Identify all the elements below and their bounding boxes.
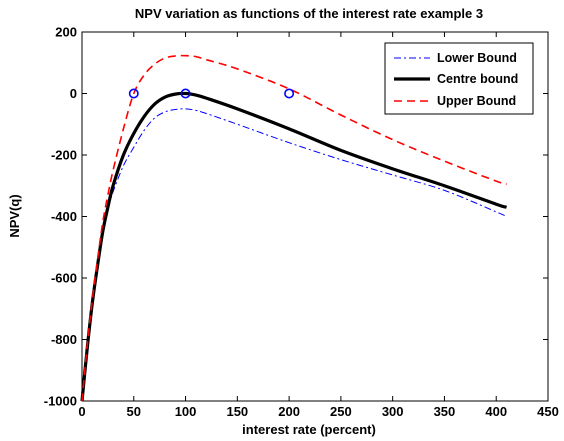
y-tick-label: -200 — [51, 148, 77, 163]
x-tick-label: 50 — [127, 404, 141, 419]
root-marker — [284, 88, 295, 99]
y-tick-label: -400 — [51, 209, 77, 224]
y-tick-label: -800 — [51, 332, 77, 347]
marker-layer — [128, 88, 295, 99]
legend-label-upper-bound: Upper Bound — [437, 94, 516, 108]
x-tick-label: 0 — [78, 404, 85, 419]
y-tick-label: 200 — [55, 25, 77, 40]
legend-label-lower-bound: Lower Bound — [437, 51, 517, 65]
x-tick-label: 250 — [330, 404, 352, 419]
series-layer — [80, 54, 508, 402]
y-tick-label: -1000 — [44, 394, 77, 409]
x-tick-label: 350 — [434, 404, 456, 419]
x-tick-label: 200 — [278, 404, 300, 419]
x-tick-label: 450 — [537, 404, 559, 419]
legend: Lower Bound Centre bound Upper Bound — [384, 42, 534, 115]
root-marker — [180, 88, 191, 99]
x-tick-label: 150 — [226, 404, 248, 419]
y-tick-label: -600 — [51, 271, 77, 286]
root-marker — [128, 88, 139, 99]
chart-title: NPV variation as functions of the intere… — [135, 6, 483, 21]
x-tick-label: 100 — [175, 404, 197, 419]
x-tick-label: 400 — [485, 404, 507, 419]
axis-ticks — [81, 31, 549, 402]
x-tick-label: 300 — [382, 404, 404, 419]
y-tick-label: 0 — [70, 86, 77, 101]
tick-labels: 0 50 100 150 200 250 300 350 400 450 -1000 -800 -600… — [44, 25, 559, 420]
legend-label-centre-bound: Centre bound — [437, 72, 518, 86]
y-axis-label: NPV(q) — [7, 194, 22, 237]
series-line-upper-bound — [81, 54, 507, 402]
series-line-centre-bound — [80, 91, 508, 402]
x-axis-label: interest rate (percent) — [242, 422, 376, 437]
